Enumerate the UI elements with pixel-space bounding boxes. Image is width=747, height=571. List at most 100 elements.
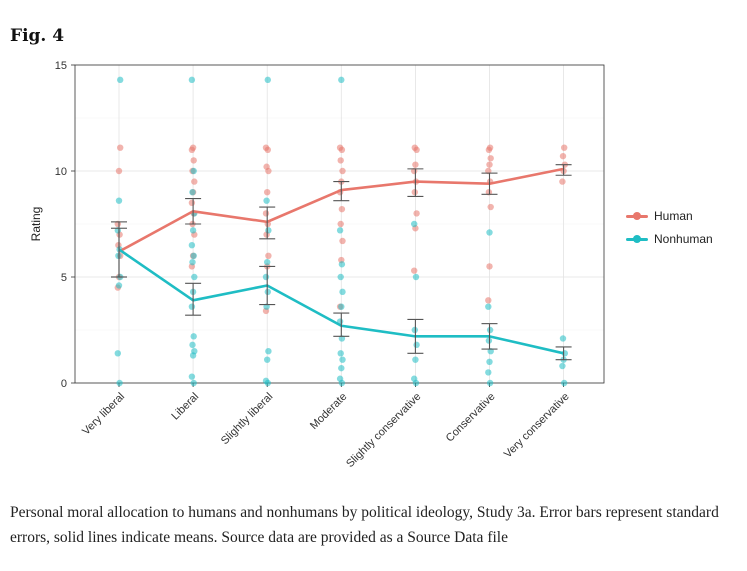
data-point-nonhuman (339, 356, 346, 363)
data-point-nonhuman (561, 379, 568, 387)
data-point-nonhuman (188, 76, 196, 84)
error-bar-human (407, 168, 424, 197)
data-point-nonhuman (116, 379, 123, 387)
data-point-nonhuman (189, 258, 196, 266)
figure-title: Fig. 4 (10, 26, 65, 46)
data-point-nonhuman (191, 348, 198, 355)
data-point-human (338, 205, 346, 213)
legend-swatch-nonhuman (626, 234, 648, 244)
data-point-human (487, 203, 494, 211)
chart-legend: Human Nonhuman (626, 204, 713, 250)
data-point-nonhuman (339, 288, 346, 296)
chart-area: 0 5 10 15 Rating Very liberal Liberal Slightly … (29, 60, 605, 470)
data-point-human (188, 199, 196, 206)
data-point-nonhuman (188, 303, 196, 310)
figure-caption: Personal moral allocation to humans and … (10, 504, 719, 546)
data-point-human (485, 297, 492, 304)
x-tick-label: Slightly liberal (219, 391, 275, 447)
data-point-nonhuman (264, 258, 271, 266)
data-point-nonhuman (336, 375, 344, 382)
data-point-nonhuman (486, 326, 494, 334)
data-point-human (262, 144, 270, 151)
data-point-human (486, 263, 493, 270)
legend-label-nonhuman: Nonhuman (654, 231, 713, 246)
legend-item-human: Human (626, 204, 713, 227)
data-point-nonhuman (114, 350, 122, 357)
data-point-human (189, 144, 197, 151)
data-point-human (411, 144, 418, 151)
data-point-human (190, 157, 197, 164)
data-point-nonhuman (188, 242, 196, 249)
data-point-nonhuman (115, 282, 123, 289)
data-point-nonhuman (189, 227, 197, 234)
y-tick-label: 0 (61, 378, 67, 390)
data-point-human (337, 157, 344, 164)
y-tick-label: 15 (55, 60, 67, 72)
y-tick-label: 5 (61, 272, 67, 284)
data-point-nonhuman (412, 273, 420, 281)
data-point-nonhuman (411, 326, 418, 334)
data-point-nonhuman (190, 167, 197, 175)
data-point-nonhuman (338, 76, 345, 84)
data-point-human (191, 178, 198, 185)
data-point-nonhuman (338, 303, 345, 310)
data-point-nonhuman (559, 362, 566, 370)
data-point-nonhuman (188, 373, 196, 380)
legend-label-human: Human (654, 208, 693, 223)
data-point-nonhuman (264, 356, 271, 363)
data-point-nonhuman (264, 76, 271, 84)
error-bar-nonhuman (333, 312, 350, 337)
data-point-human (339, 167, 346, 175)
data-point-nonhuman (338, 364, 345, 372)
data-point-nonhuman (262, 273, 270, 281)
data-point-nonhuman (189, 341, 196, 349)
data-point-human (337, 220, 344, 228)
error-bar-human (555, 164, 572, 176)
data-point-human (413, 210, 420, 217)
data-point-nonhuman (263, 197, 270, 204)
x-tick-label: Conservative (444, 391, 498, 445)
data-point-human (412, 161, 419, 168)
data-point-nonhuman (337, 273, 344, 281)
data-point-nonhuman (265, 348, 272, 355)
data-point-nonhuman (412, 356, 419, 363)
y-axis-label: Rating (29, 207, 43, 242)
data-point-nonhuman (262, 377, 270, 385)
data-point-human (262, 210, 270, 217)
error-bar-nonhuman (111, 221, 127, 278)
data-point-human (559, 178, 566, 185)
data-point-nonhuman (337, 350, 344, 357)
data-point-nonhuman (486, 379, 494, 387)
data-point-nonhuman (189, 189, 196, 196)
data-point-nonhuman (264, 288, 271, 296)
data-point-nonhuman (191, 273, 198, 281)
data-point-human (336, 144, 344, 151)
data-point-nonhuman (190, 252, 197, 259)
data-point-nonhuman (485, 303, 492, 310)
data-point-human (264, 189, 271, 196)
error-bar-human (185, 198, 202, 225)
data-point-nonhuman (338, 261, 346, 268)
x-tick-label: Liberal (169, 391, 201, 423)
data-point-nonhuman (411, 375, 418, 382)
data-point-human (117, 144, 124, 151)
data-point-nonhuman (485, 337, 493, 344)
x-tick-label: Moderate (308, 391, 349, 432)
data-point-nonhuman (190, 333, 197, 340)
data-point-human (265, 252, 272, 259)
data-point-human (486, 144, 494, 151)
data-point-human (411, 267, 418, 274)
data-point-human (115, 167, 123, 175)
error-bar-human (259, 206, 276, 240)
error-bar-nonhuman (259, 265, 276, 306)
legend-item-nonhuman: Nonhuman (626, 227, 713, 250)
data-point-human (559, 152, 567, 160)
data-point-human (487, 155, 494, 162)
error-bar-nonhuman (481, 323, 498, 350)
data-point-nonhuman (265, 227, 272, 234)
data-point-nonhuman (411, 220, 418, 228)
error-bar-human (481, 172, 498, 195)
data-point-nonhuman (413, 341, 420, 349)
data-point-nonhuman (115, 252, 122, 259)
data-point-human (486, 161, 493, 168)
